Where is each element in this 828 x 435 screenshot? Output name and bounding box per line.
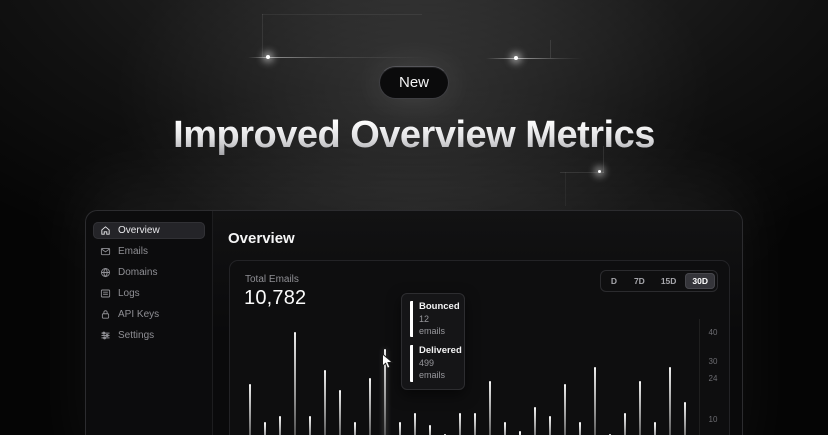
metric-label: Total Emails — [245, 274, 299, 285]
decorative-line — [603, 146, 604, 173]
chart-bar[interactable] — [264, 421, 266, 435]
decorative-line — [486, 58, 582, 59]
y-axis-label: 30 — [708, 357, 718, 366]
chart-bar[interactable] — [489, 381, 491, 435]
decorative-line — [248, 57, 424, 58]
sidebar-item-label: API Keys — [118, 309, 160, 320]
chart-bar[interactable] — [444, 433, 446, 435]
glow-dot — [266, 55, 270, 59]
sidebar: Overview Emails Domains Logs API Keys Setting… — [86, 211, 213, 435]
settings-sliders-icon — [100, 330, 111, 341]
chart-bar[interactable] — [429, 424, 431, 435]
chart-bar[interactable] — [459, 413, 461, 435]
sidebar-item-label: Settings — [118, 330, 155, 341]
chart-bar[interactable] — [354, 421, 356, 435]
date-range-selector: D 7D 15D 30D — [599, 270, 718, 292]
y-axis-label: 24 — [708, 374, 718, 384]
tooltip-row-title: Delivered — [419, 345, 462, 357]
y-axis-label: 40 — [708, 328, 718, 337]
cursor-arrow-icon — [382, 352, 394, 369]
range-option-15d[interactable]: 15D — [660, 276, 677, 286]
chart-bar[interactable] — [639, 381, 641, 435]
lock-icon — [100, 309, 111, 320]
y-axis-line — [699, 319, 700, 435]
tooltip-row-delivered: Delivered 499 emails — [410, 345, 462, 382]
y-axis-label: 10 — [708, 415, 718, 424]
decorative-line — [550, 40, 551, 58]
sidebar-item-domains[interactable]: Domains — [93, 264, 205, 281]
chart-bar[interactable] — [474, 413, 476, 435]
chart-bar[interactable] — [519, 430, 521, 435]
tooltip-row-value: 499 emails — [419, 358, 446, 380]
hero-title: Improved Overview Metrics — [0, 114, 828, 157]
page-title: Overview — [228, 230, 295, 247]
chart-bar[interactable] — [669, 366, 671, 435]
chart-bar[interactable] — [339, 390, 341, 435]
sidebar-item-settings[interactable]: Settings — [93, 327, 205, 344]
chart-bar[interactable] — [609, 433, 611, 435]
home-icon — [100, 225, 111, 236]
chart-bar[interactable] — [624, 413, 626, 435]
chart-bar[interactable] — [279, 416, 281, 435]
mail-icon — [100, 246, 111, 257]
emails-bar-chart — [247, 261, 699, 435]
sidebar-item-label: Emails — [118, 246, 149, 257]
mouse-cursor — [381, 352, 394, 375]
sidebar-item-emails[interactable]: Emails — [93, 243, 205, 260]
chart-bar[interactable] — [534, 407, 536, 435]
range-option-7d[interactable]: 7D — [633, 276, 645, 286]
glow-dot — [514, 56, 518, 60]
chart-tooltip: Bounced 12 emails Delivered 499 emails — [401, 293, 465, 390]
chart-bar[interactable] — [594, 366, 596, 435]
chart-bar[interactable] — [654, 421, 656, 435]
chart-bar[interactable] — [564, 384, 566, 435]
tooltip-row-value: 12 emails — [419, 313, 446, 336]
dashboard-window: Overview Emails Domains Logs API Keys Setting… — [85, 210, 743, 435]
range-option-30d[interactable]: 30D — [685, 273, 715, 289]
chart-bar[interactable] — [549, 416, 551, 435]
chart-bar[interactable] — [384, 349, 386, 435]
decorative-line — [262, 14, 263, 57]
sidebar-item-label: Domains — [118, 267, 158, 278]
chart-bar[interactable] — [294, 332, 296, 435]
metric-value: 10,782 — [244, 287, 307, 309]
tooltip-row-bounced: Bounced 12 emails — [410, 301, 460, 338]
chart-bar[interactable] — [369, 378, 371, 435]
sidebar-item-label: Logs — [118, 288, 140, 299]
chart-bar[interactable] — [324, 369, 326, 435]
total-emails-card: Total Emails 10,782 D 7D 15D 30D 40 30 24 10 B… — [229, 260, 730, 435]
chart-bar[interactable] — [504, 421, 506, 435]
chart-bar[interactable] — [414, 413, 416, 435]
decorative-line — [560, 172, 604, 173]
logs-icon — [100, 288, 111, 299]
sidebar-item-label: Overview — [118, 225, 160, 236]
decorative-line — [262, 14, 422, 15]
range-option-d[interactable]: D — [610, 276, 617, 286]
new-badge: New — [378, 66, 449, 99]
chart-bar[interactable] — [309, 416, 311, 435]
decorative-line — [565, 172, 566, 206]
hero-section: New Improved Overview Metrics — [0, 66, 828, 157]
chart-bar[interactable] — [579, 421, 581, 435]
sidebar-item-logs[interactable]: Logs — [93, 285, 205, 302]
globe-icon — [100, 267, 111, 278]
sidebar-item-api-keys[interactable]: API Keys — [93, 306, 205, 323]
chart-bar[interactable] — [399, 421, 401, 435]
sidebar-nav: Overview Emails Domains Logs API Keys Setting… — [93, 222, 205, 344]
chart-bar[interactable] — [249, 384, 251, 435]
chart-bar[interactable] — [684, 401, 686, 435]
tooltip-row-title: Bounced — [419, 301, 460, 312]
glow-dot — [598, 170, 601, 173]
sidebar-item-overview[interactable]: Overview — [93, 222, 205, 239]
